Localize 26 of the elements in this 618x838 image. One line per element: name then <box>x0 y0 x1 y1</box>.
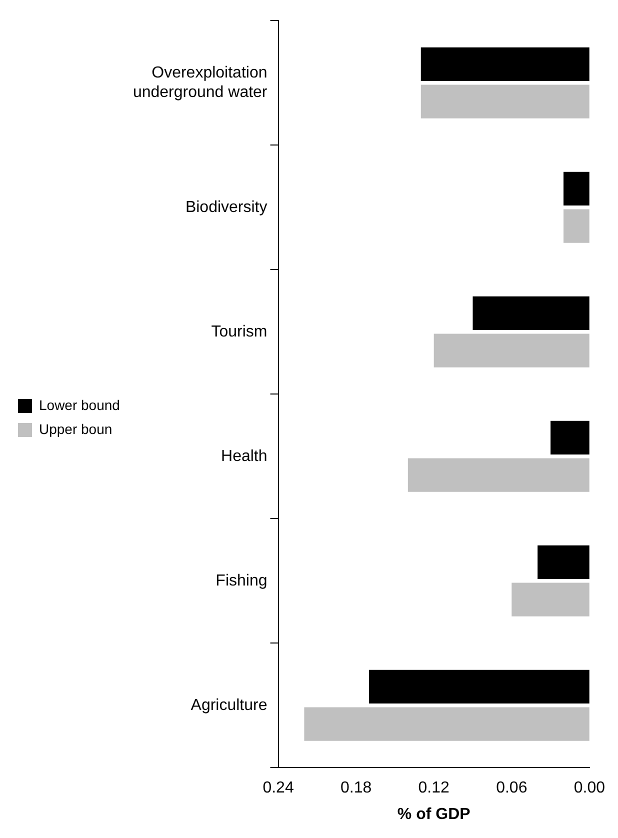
y-tick-label: Fishing <box>216 572 268 590</box>
x-tick-label: 0.06 <box>496 780 528 797</box>
bar <box>420 84 590 118</box>
bar <box>434 334 590 368</box>
x-tick-label: 0.00 <box>574 780 606 797</box>
bar <box>550 420 590 454</box>
bar <box>512 582 590 616</box>
y-tick-label: Health <box>221 448 268 465</box>
bar <box>472 296 590 330</box>
legend-label: Upper boun <box>39 420 112 437</box>
x-tick-label: 0.12 <box>418 780 450 797</box>
bar <box>304 707 590 741</box>
y-tick-label: Agriculture <box>190 696 268 714</box>
bar <box>564 209 590 243</box>
x-axis-title: % of GDP <box>397 806 471 823</box>
y-tick-label: Biodiversity <box>185 198 268 216</box>
bar <box>420 47 590 81</box>
x-tick-label: 0.18 <box>340 780 372 797</box>
legend-label: Lower bound <box>39 396 120 413</box>
bar <box>564 172 590 206</box>
bar <box>369 670 590 704</box>
bar <box>538 545 590 579</box>
y-tick-label: Overexploitation underground water <box>132 64 268 101</box>
x-tick-label: 0.24 <box>262 780 294 797</box>
y-tick-label: Tourism <box>211 323 268 340</box>
bar <box>408 458 590 492</box>
